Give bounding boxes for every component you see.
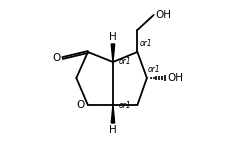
Text: H: H xyxy=(109,124,116,135)
Text: H: H xyxy=(109,32,116,42)
Text: O: O xyxy=(76,100,84,110)
Text: O: O xyxy=(52,53,60,63)
Text: or1: or1 xyxy=(139,39,151,48)
Polygon shape xyxy=(111,44,114,62)
Text: or1: or1 xyxy=(118,57,131,66)
Polygon shape xyxy=(111,105,114,123)
Text: OH: OH xyxy=(167,73,183,83)
Text: OH: OH xyxy=(155,10,171,20)
Text: or1: or1 xyxy=(118,100,131,110)
Text: or1: or1 xyxy=(147,65,160,74)
